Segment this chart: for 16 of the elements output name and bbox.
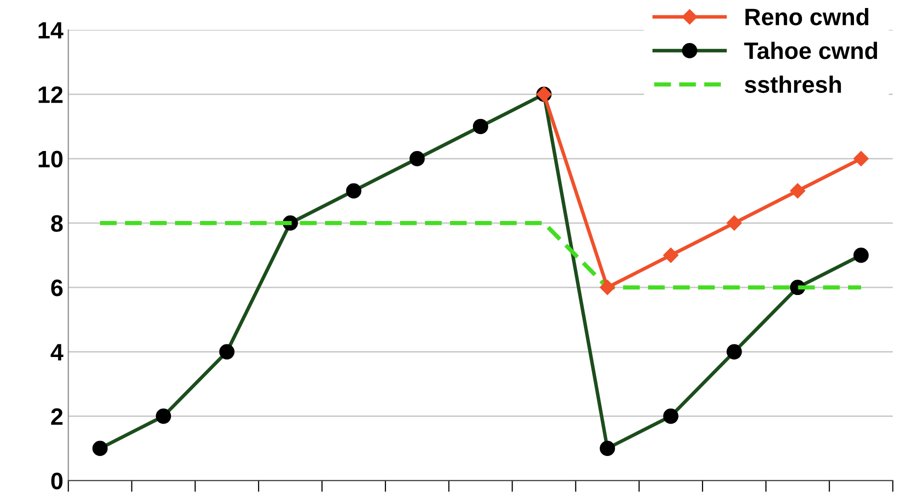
point	[663, 248, 678, 263]
y-tick-label: 12	[38, 86, 63, 103]
y-tick-label: 8	[51, 215, 63, 232]
point	[790, 183, 806, 198]
point	[600, 280, 615, 295]
y-tick-label: 14	[38, 22, 64, 38]
y-tick-label: 0	[51, 472, 62, 490]
y-tick-label: 10	[38, 150, 62, 168]
y-tick-label: 6	[51, 279, 63, 296]
y-tick-label: 2	[51, 408, 63, 425]
point	[726, 215, 742, 231]
legend-label: ssthresh	[744, 76, 841, 93]
y-tick-label: 4	[50, 344, 64, 360]
legend-label: Reno cwnd	[746, 8, 868, 26]
legend-label: Tahoe cwnd	[744, 42, 878, 60]
point	[854, 151, 869, 166]
